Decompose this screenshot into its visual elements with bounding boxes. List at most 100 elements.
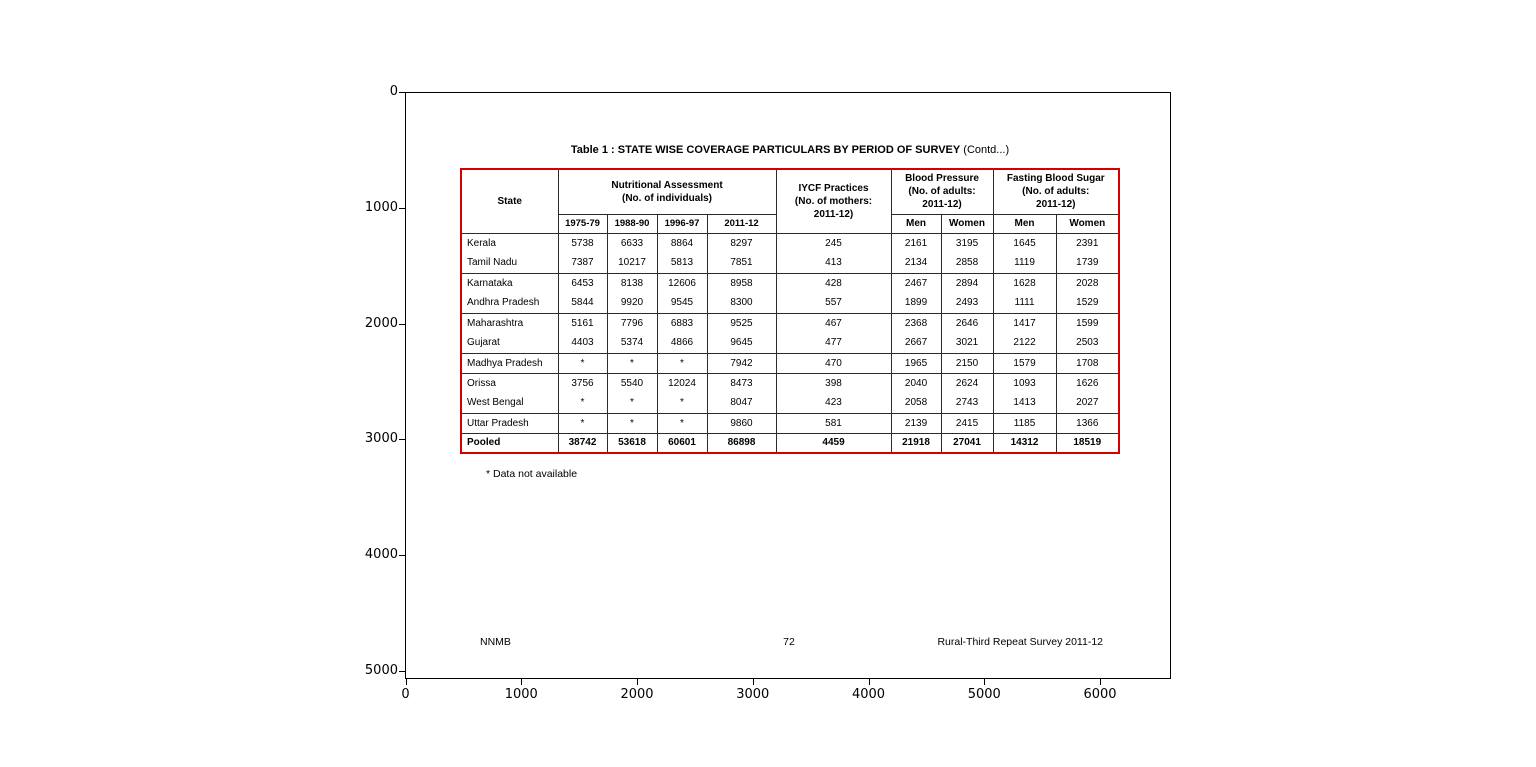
fbs-header-line3: 2011-12) [1036, 199, 1076, 211]
footer-survey-label: Rural-Third Repeat Survey 2011-12 [937, 636, 1103, 648]
col-header-blood-pressure: Blood Pressure (No. of adults: 2011-12) [890, 169, 994, 215]
bp-header-line3: 2011-12) [922, 199, 962, 211]
y-tick-mark [399, 555, 405, 557]
value-cell: 6453 [557, 273, 607, 293]
value-cell: 4403 [557, 333, 607, 354]
table-row: Orissa 3756 5540 12024 8473 398 2040 2624 1093 16… [460, 373, 1120, 393]
state-cell: West Bengal [460, 393, 558, 414]
col-header-year-1996-97: 1996-97 [656, 214, 707, 234]
table-row: Karnataka 6453 8138 12606 8958 428 2467 2894 162… [460, 273, 1120, 293]
table-title: Table 1 : STATE WISE COVERAGE PARTICULAR… [460, 144, 1120, 156]
value-cell: 12024 [656, 373, 707, 393]
coverage-table: State Nutritional Assessment (No. of ind… [460, 168, 1121, 454]
value-cell: 3756 [557, 373, 607, 393]
value-cell: 557 [775, 293, 892, 314]
value-cell: 3021 [940, 333, 994, 354]
x-tick-label: 6000 [1083, 687, 1117, 702]
value-cell: 4866 [656, 333, 707, 354]
value-cell: 2139 [890, 413, 942, 434]
value-cell: 5374 [606, 333, 657, 354]
value-cell: 8864 [656, 233, 707, 253]
table-row: Kerala 5738 6633 8864 8297 245 2161 3195 1645 239… [460, 233, 1120, 253]
header-row-sub: 1975-79 1988-90 1996-97 2011-12 Men Wome… [461, 214, 1120, 234]
value-cell: 1119 [992, 253, 1057, 274]
footnote: * Data not available [486, 468, 578, 480]
table-row: Pooled 38742 53618 60601 86898 4459 21918 27041… [460, 433, 1120, 453]
iycf-header-line1: IYCF Practices [798, 182, 869, 194]
value-cell: 2858 [940, 253, 994, 274]
state-cell: Karnataka [460, 273, 558, 293]
value-cell: 5540 [606, 373, 657, 393]
table-title-main: Table 1 : STATE WISE COVERAGE PARTICULAR… [570, 144, 961, 156]
value-cell: 60601 [656, 433, 707, 453]
value-cell: 2391 [1055, 233, 1120, 253]
y-tick-label: 3000 [364, 431, 398, 447]
value-cell: 5161 [557, 313, 607, 333]
x-tick-label: 2000 [620, 687, 654, 702]
col-header-year-1988-90: 1988-90 [606, 214, 657, 234]
value-cell: * [656, 353, 707, 374]
state-cell: Madhya Pradesh [460, 353, 558, 374]
table-row: Madhya Pradesh * * * 7942 470 1965 2150 1579 1708 [460, 353, 1120, 374]
value-cell: * [557, 393, 607, 414]
value-cell: 2028 [1055, 273, 1120, 293]
x-tick-mark [752, 679, 754, 685]
value-cell: 423 [775, 393, 892, 414]
value-cell: 10217 [606, 253, 657, 274]
bp-header-line2: (No. of adults: [908, 186, 976, 198]
value-cell: 9920 [606, 293, 657, 314]
value-cell: 2743 [940, 393, 994, 414]
value-cell: 1185 [992, 413, 1057, 434]
value-cell: 5813 [656, 253, 707, 274]
value-cell: 8958 [706, 273, 777, 293]
value-cell: 2503 [1055, 333, 1120, 354]
y-tick-mark [399, 92, 405, 93]
value-cell: 5844 [557, 293, 607, 314]
value-cell: 8138 [606, 273, 657, 293]
col-header-year-2011-12: 2011-12 [706, 214, 777, 234]
value-cell: 14312 [992, 433, 1057, 453]
y-tick-label: 4000 [364, 547, 398, 563]
value-cell: 3195 [940, 233, 994, 253]
value-cell: 413 [775, 253, 892, 274]
value-cell: 2646 [940, 313, 994, 333]
y-tick-mark [399, 671, 405, 672]
value-cell: 1645 [992, 233, 1057, 253]
table-title-suffix: (Contd...) [960, 144, 1010, 156]
value-cell: 2894 [940, 273, 994, 293]
value-cell: 1413 [992, 393, 1057, 414]
value-cell: 245 [775, 233, 892, 253]
value-cell: 9645 [706, 333, 777, 354]
value-cell: 2058 [890, 393, 942, 414]
value-cell: * [557, 413, 607, 434]
x-tick-mark [984, 679, 986, 685]
value-cell: 1417 [992, 313, 1057, 333]
value-cell: 9860 [706, 413, 777, 434]
table-row: Maharashtra 5161 7796 6883 9525 467 2368 2646 14… [460, 313, 1120, 333]
page-number: 72 [783, 636, 795, 648]
y-tick-mark [399, 323, 405, 325]
y-tick-mark [399, 439, 405, 441]
value-cell: 7851 [706, 253, 777, 274]
footer-org: NNMB [480, 636, 511, 648]
col-header-state: State [460, 169, 558, 234]
value-cell: 2493 [940, 293, 994, 314]
x-tick-label: 4000 [851, 687, 886, 702]
x-tick-mark [405, 679, 407, 685]
x-tick-label: 0 [401, 687, 410, 702]
col-header-fbs-men: Men [992, 214, 1057, 234]
state-cell: Tamil Nadu [460, 253, 558, 274]
y-tick-label: 5000 [364, 663, 398, 678]
col-header-fbs-women: Women [1055, 214, 1120, 234]
y-tick-label: 1000 [364, 199, 398, 215]
value-cell: 467 [775, 313, 892, 333]
table-row: Andhra Pradesh 5844 9920 9545 8300 557 1899 249… [460, 293, 1120, 314]
bp-header-line1: Blood Pressure [905, 172, 979, 184]
value-cell: 8297 [706, 233, 777, 253]
x-tick-mark [868, 679, 870, 685]
fbs-header-line1: Fasting Blood Sugar [1006, 172, 1105, 184]
value-cell: 1708 [1055, 353, 1120, 374]
x-tick-label: 3000 [736, 687, 770, 702]
na-header-line2: (No. of individuals) [622, 192, 712, 204]
value-cell: 53618 [606, 433, 657, 453]
